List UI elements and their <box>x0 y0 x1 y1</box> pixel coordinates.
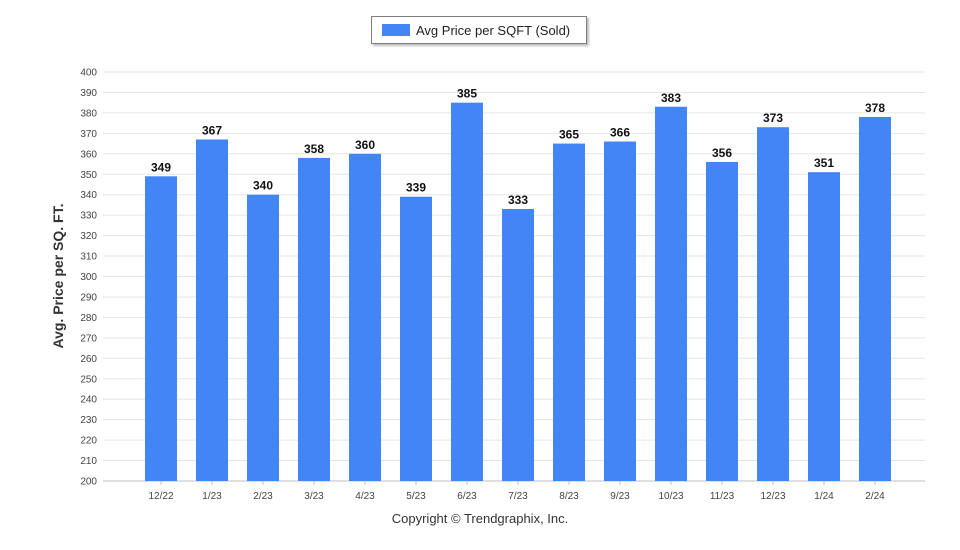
y-tick-label: 290 <box>80 292 97 303</box>
y-tick-label: 380 <box>80 108 97 119</box>
x-tick-label: 7/23 <box>508 491 528 502</box>
bar-value-label: 383 <box>661 91 681 105</box>
y-tick-label: 230 <box>80 415 97 426</box>
x-tick-label: 5/23 <box>406 491 426 502</box>
y-tick-label: 330 <box>80 211 97 222</box>
bar <box>247 194 279 481</box>
bar <box>757 127 789 481</box>
x-tick-label: 12/22 <box>148 491 173 502</box>
y-tick-label: 350 <box>80 170 97 181</box>
bar-value-label: 367 <box>202 123 222 137</box>
bar-value-label: 385 <box>457 87 477 101</box>
bar <box>145 176 177 482</box>
bar-value-label: 340 <box>253 179 273 193</box>
y-tick-label: 310 <box>80 252 97 263</box>
bar <box>553 143 585 481</box>
legend-swatch <box>382 24 410 36</box>
x-tick-label: 10/23 <box>658 491 683 502</box>
copyright-text: Copyright © Trendgraphix, Inc. <box>391 511 569 526</box>
bar <box>349 153 381 482</box>
y-tick-label: 220 <box>80 436 97 447</box>
x-tick-label: 11/23 <box>710 491 735 502</box>
y-tick-label: 240 <box>80 395 97 406</box>
x-tick-label: 3/23 <box>304 491 324 502</box>
y-tick-label: 340 <box>80 190 97 201</box>
bar <box>859 116 891 482</box>
x-tick-label: 8/23 <box>559 491 579 502</box>
y-tick-label: 370 <box>80 129 97 140</box>
y-tick-label: 280 <box>80 313 97 324</box>
bar-value-label: 366 <box>610 126 630 140</box>
bar-value-label: 373 <box>763 111 783 125</box>
x-tick-label: 4/23 <box>355 491 375 502</box>
bar <box>400 196 432 481</box>
bar-value-label: 360 <box>355 138 375 152</box>
y-tick-label: 390 <box>80 88 97 99</box>
x-tick-label: 9/23 <box>610 491 630 502</box>
bar <box>808 172 840 481</box>
bar <box>451 102 483 482</box>
bar <box>655 106 687 481</box>
y-tick-label: 200 <box>80 477 97 488</box>
bar-value-label: 365 <box>559 128 579 142</box>
y-tick-label: 360 <box>80 149 97 160</box>
bar-value-label: 356 <box>712 146 732 160</box>
x-tick-label: 1/24 <box>814 491 834 502</box>
bar <box>502 209 534 481</box>
bar <box>604 141 636 481</box>
y-tick-label: 260 <box>80 354 97 365</box>
bar-value-label: 351 <box>814 156 834 170</box>
bar-value-label: 333 <box>508 193 528 207</box>
legend-label: Avg Price per SQFT (Sold) <box>416 22 571 38</box>
y-tick-label: 300 <box>80 272 97 283</box>
x-tick-label: 2/23 <box>253 491 273 502</box>
y-tick-label: 210 <box>80 456 97 467</box>
y-tick-label: 320 <box>80 231 97 242</box>
y-tick-label: 270 <box>80 333 97 344</box>
x-tick-label: 2/24 <box>865 491 885 502</box>
bar-value-label: 349 <box>151 160 171 174</box>
x-tick-label: 6/23 <box>457 491 477 502</box>
bar-value-label: 378 <box>865 101 885 115</box>
legend: Avg Price per SQFT (Sold) <box>371 16 587 44</box>
bar-value-label: 358 <box>304 142 324 156</box>
x-tick-label: 12/23 <box>760 491 785 502</box>
bar <box>706 161 738 482</box>
bar <box>298 157 330 481</box>
bar <box>196 139 228 482</box>
x-tick-label: 1/23 <box>202 491 222 502</box>
bar-value-label: 339 <box>406 181 426 195</box>
y-tick-label: 250 <box>80 374 97 385</box>
y-tick-label: 400 <box>80 68 97 79</box>
